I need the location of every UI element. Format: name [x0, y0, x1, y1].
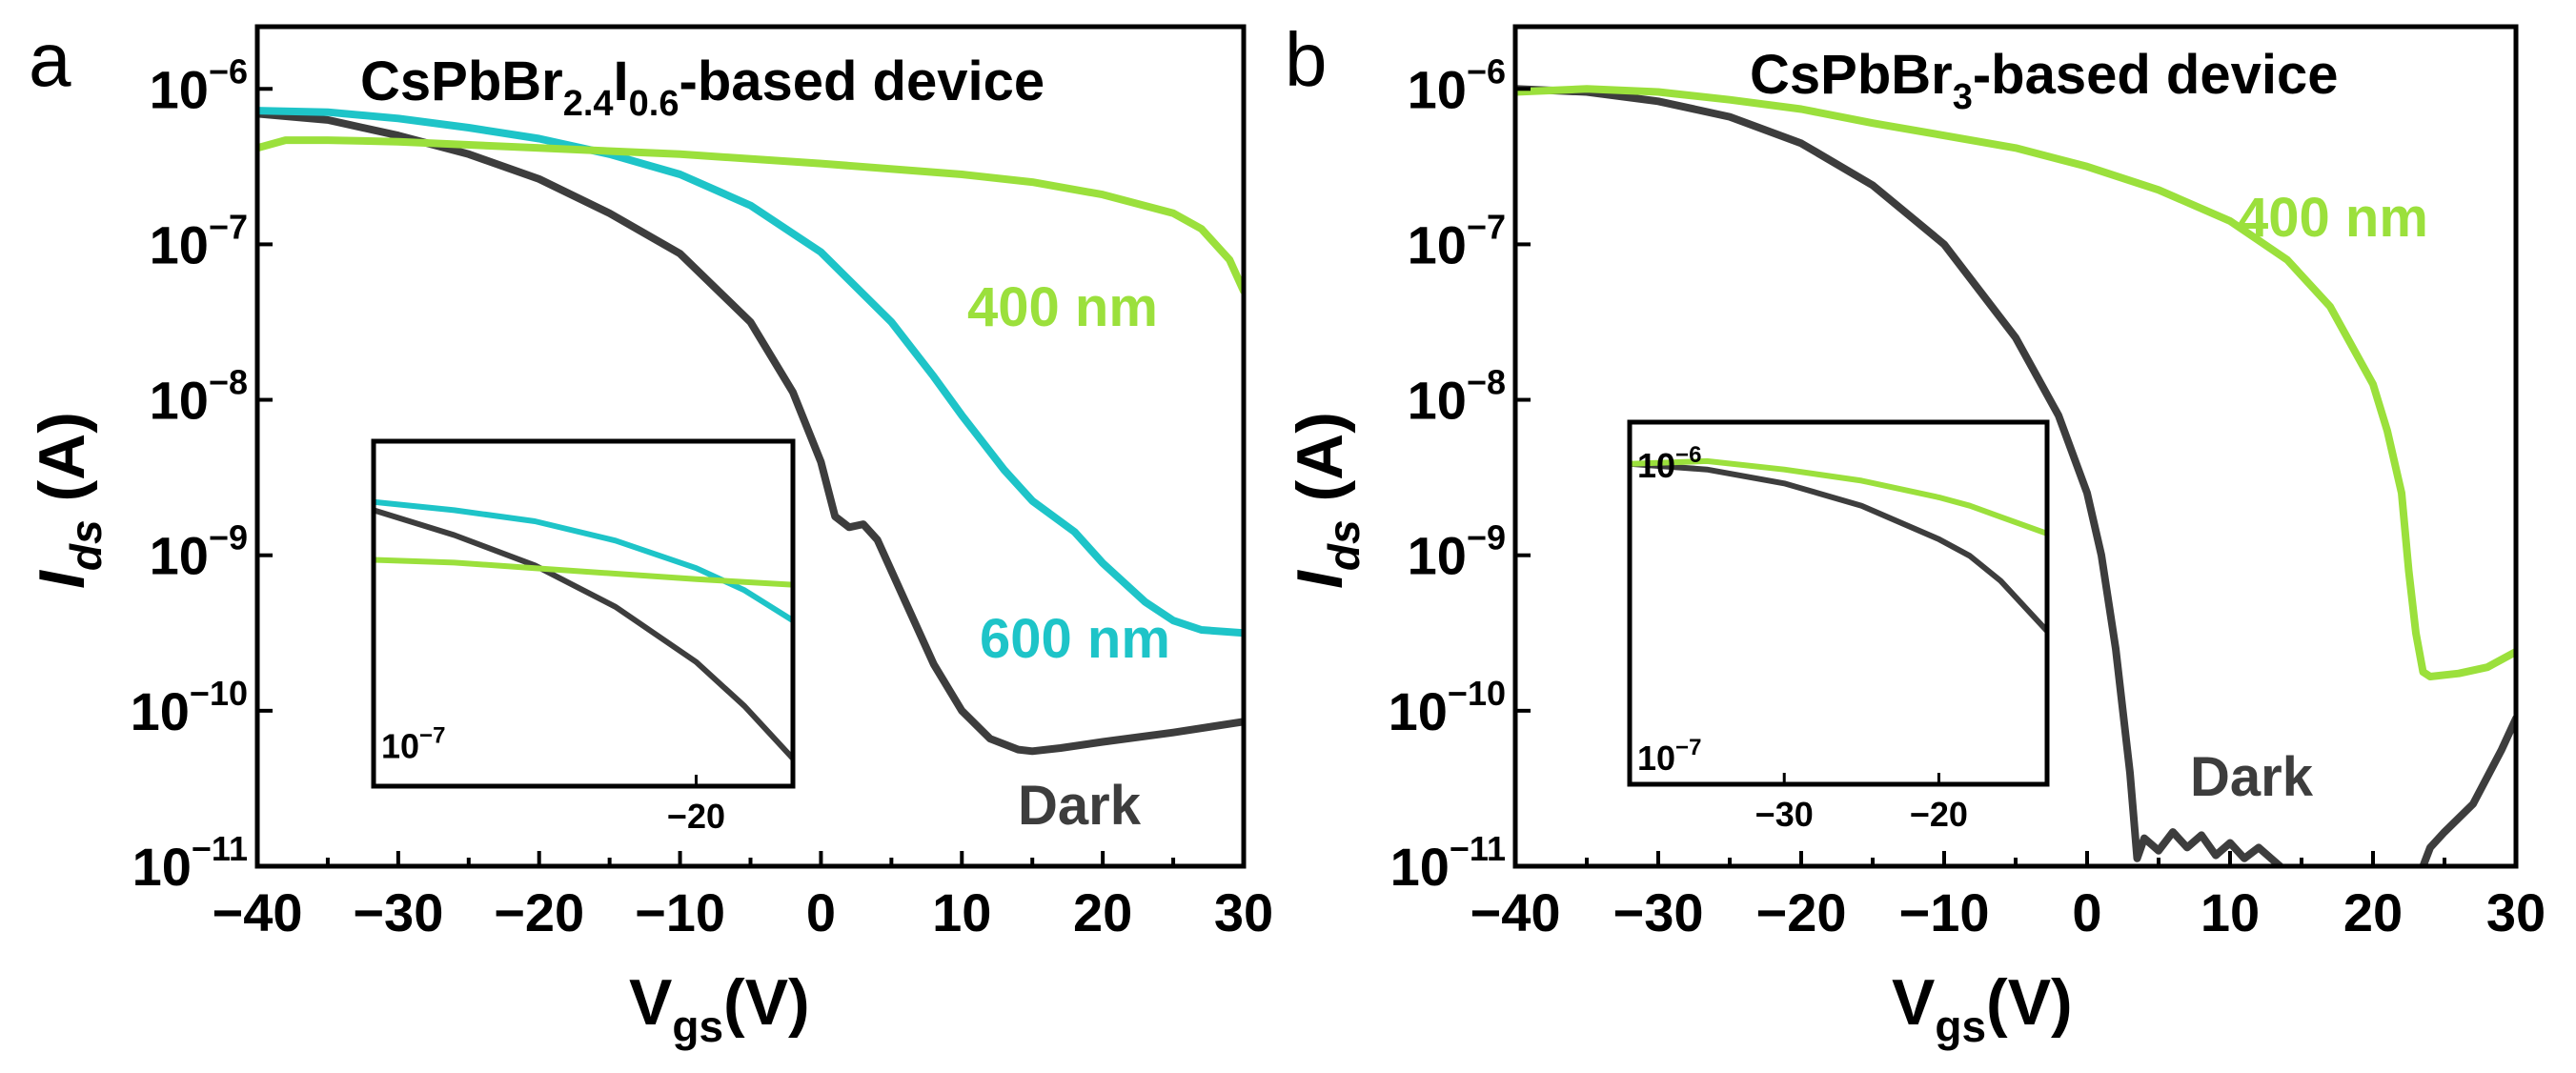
panel-b-x-ticks: −40 −30 −20 −10 0 10 20 30 — [1471, 851, 2546, 942]
panel-a-label-400nm: 400 nm — [967, 276, 1158, 338]
panel-a-plot-area — [257, 107, 1244, 756]
inset-series-dark-line — [374, 507, 793, 761]
panel-b-x-axis-label: Vgs(V) — [1892, 966, 2073, 1051]
panel-a-title: CsPbBr2.4I0.6-based device — [360, 51, 1045, 124]
panel-a-y-ticks: 10−6 10−7 10−8 10−9 10−10 10−11 — [131, 51, 273, 897]
y-tick-label: 10−11 — [1390, 829, 1506, 897]
series-400-nm-line — [257, 136, 1244, 295]
x-tick-label: 30 — [2486, 882, 2546, 942]
panel-a-label-dark: Dark — [1018, 775, 1142, 837]
inset-x-tick-label: −20 — [1910, 795, 1968, 834]
panel-a-y-axis-label: Ids (A) — [26, 412, 111, 589]
panel-a: a CsPbBr2.4I0.6-based device 10−610−710−… — [26, 17, 1273, 1051]
panel-b-inset-plot-area — [1630, 457, 2047, 635]
panel-a-inset-plot-area — [374, 498, 793, 761]
panel-a-inset: −20 10−7 — [371, 438, 796, 836]
panel-b-plot-area — [1515, 85, 2516, 866]
series-dark-line-1 — [2419, 715, 2516, 866]
y-tick-label: 10−11 — [132, 829, 248, 897]
panel-b-inset-ticks: −30 −20 10−6 10−7 — [1637, 442, 1968, 834]
panel-a-x-ticks: −40 −30 −20 −10 0 10 20 30 — [213, 851, 1273, 942]
panel-letter-b: b — [1285, 17, 1328, 102]
y-tick-label: 10−10 — [131, 674, 248, 741]
inset-series-600-nm-line — [374, 498, 793, 624]
inset-x-tick-label: −20 — [667, 797, 725, 836]
x-tick-label: −30 — [353, 882, 443, 942]
inset-series-400-nm-line — [374, 557, 793, 588]
panel-b-title: CsPbBr3-based device — [1750, 44, 2339, 117]
inset-y-tick-label: 10−7 — [1637, 735, 1701, 778]
panel-b-y-ticks: 10−6 10−7 10−8 10−9 10−10 10−11 — [1389, 51, 1531, 897]
x-tick-label: −20 — [1756, 882, 1847, 942]
panel-a-inset-ticks: −20 10−7 — [381, 723, 725, 836]
x-tick-label: −40 — [213, 882, 303, 942]
inset-series-dark-line — [1630, 460, 2047, 635]
inset-y-tick-label: 10−6 — [1637, 442, 1701, 485]
y-tick-label: 10−8 — [1408, 363, 1506, 431]
y-tick-label: 10−9 — [150, 518, 248, 586]
x-tick-label: −30 — [1613, 882, 1704, 942]
inset-x-tick-label: −30 — [1755, 795, 1814, 834]
x-tick-label: 20 — [2343, 882, 2403, 942]
x-tick-label: −10 — [1899, 882, 1990, 942]
series-600-nm-line — [257, 107, 1244, 638]
panel-b-label-dark: Dark — [2190, 746, 2314, 808]
inset-y-tick-label: 10−7 — [381, 723, 445, 766]
y-tick-label: 10−6 — [150, 51, 248, 119]
series-400-nm-line — [1515, 85, 2516, 680]
y-tick-label: 10−7 — [150, 207, 248, 274]
x-tick-label: −40 — [1471, 882, 1561, 942]
y-tick-label: 10−7 — [1408, 207, 1506, 274]
x-tick-label: −10 — [635, 882, 725, 942]
panel-a-inset-background — [374, 441, 793, 786]
y-tick-label: 10−8 — [150, 363, 248, 431]
series-dark-line-0 — [1515, 85, 2284, 866]
x-tick-label: −20 — [494, 882, 584, 942]
series-dark-line — [257, 110, 1244, 756]
y-tick-label: 10−9 — [1408, 518, 1506, 586]
panel-letter-a: a — [29, 17, 71, 102]
x-tick-label: 20 — [1073, 882, 1132, 942]
panel-a-x-axis-label: Vgs(V) — [629, 966, 810, 1051]
x-tick-label: 10 — [932, 882, 991, 942]
y-tick-label: 10−6 — [1408, 51, 1506, 119]
panel-b-inset: −30 −20 10−6 10−7 — [1627, 419, 2050, 834]
panel-a-inset-frame — [371, 438, 796, 789]
panel-a-label-600nm: 600 nm — [980, 608, 1170, 670]
x-tick-label: 30 — [1214, 882, 1273, 942]
panel-b-inset-frame — [1627, 419, 2050, 787]
panel-b-inset-background — [1630, 422, 2047, 784]
x-tick-label: 0 — [2072, 882, 2101, 942]
y-tick-label: 10−10 — [1389, 674, 1506, 741]
panel-b: b CsPbBr3-based device 10−610−710−810−91… — [1284, 17, 2546, 1051]
x-tick-label: 10 — [2201, 882, 2260, 942]
inset-series-400-nm-line — [1630, 457, 2047, 536]
panel-b-y-axis-label: Ids (A) — [1284, 412, 1369, 589]
panel-b-label-400nm: 400 nm — [2238, 187, 2428, 249]
x-tick-label: 0 — [806, 882, 836, 942]
